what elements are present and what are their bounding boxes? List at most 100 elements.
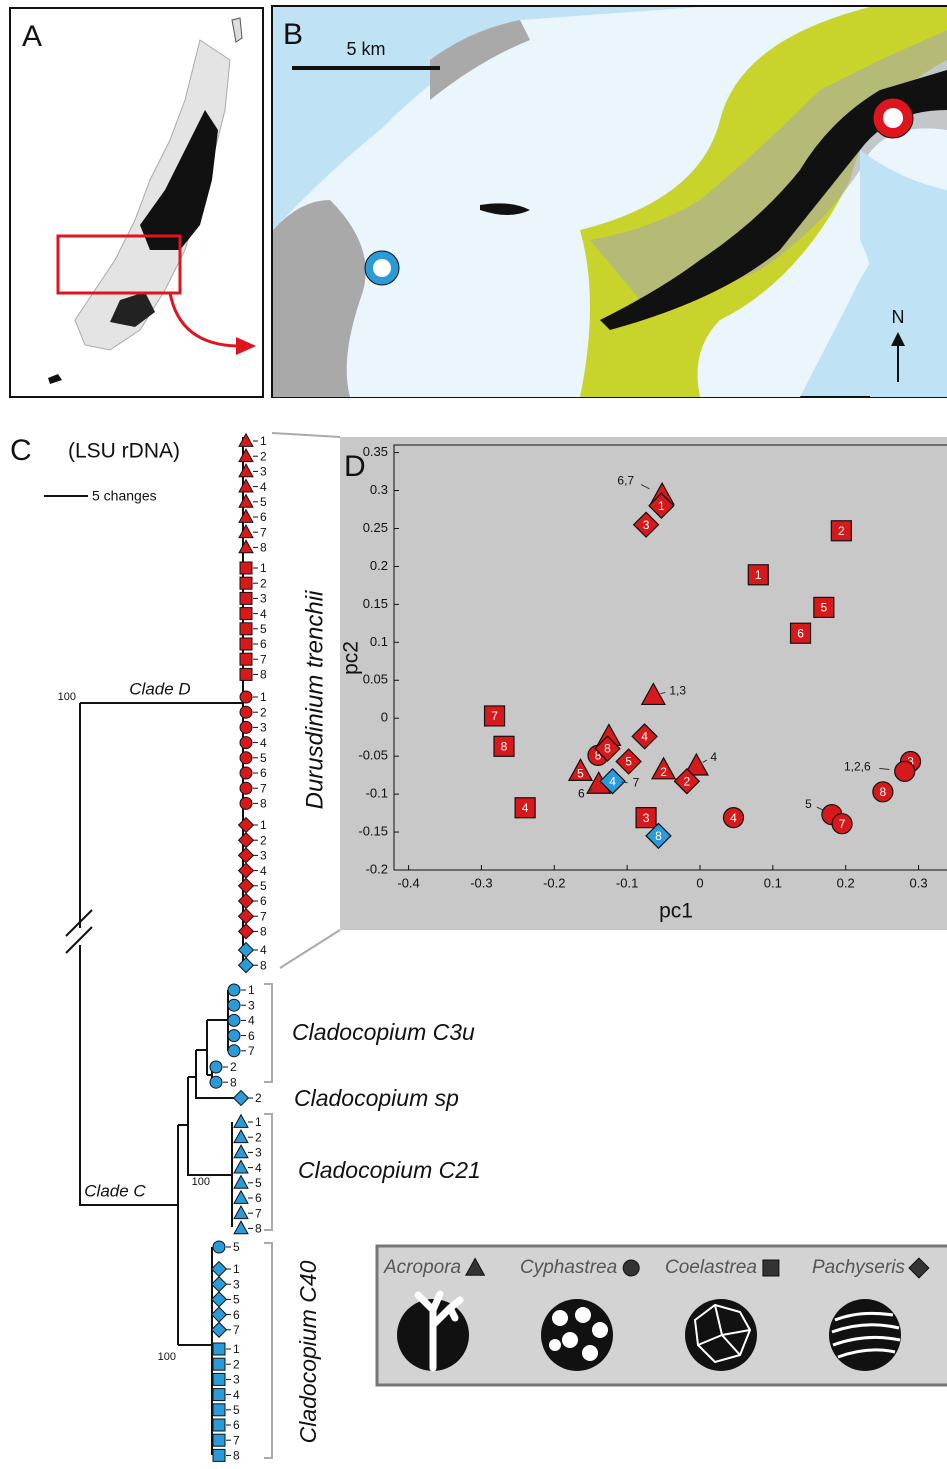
tree-tip [237, 877, 255, 894]
tree-tip [233, 1174, 249, 1189]
tree-tip [238, 539, 254, 554]
x-tick-label: 0.1 [764, 875, 782, 890]
tip-label: 7 [233, 1323, 240, 1337]
tree-tip [237, 941, 255, 959]
tip-label: 5 [233, 1240, 240, 1254]
tree-tip [239, 576, 253, 590]
tree-tip [233, 1128, 249, 1144]
data-point [514, 797, 536, 819]
brackets [264, 432, 341, 1459]
data-point [648, 492, 675, 519]
clade-label: Clade D [129, 679, 190, 698]
tree-tip [239, 781, 253, 795]
point-label: 1 [755, 568, 762, 582]
point-label: 2 [838, 524, 845, 538]
tip-label: 3 [233, 1373, 240, 1387]
tree-tip [233, 1159, 249, 1174]
tree-tip [238, 447, 254, 463]
point-note: 1,2,6 [844, 760, 871, 774]
legend-label: Pachyseris [812, 1257, 905, 1278]
tip-label: 7 [233, 1433, 240, 1447]
tip-label: 8 [255, 1222, 262, 1236]
tree-tip [238, 508, 254, 523]
tip-label: 4 [255, 1161, 262, 1175]
point-note: 6,7 [617, 473, 634, 487]
tip-label: 5 [260, 495, 267, 509]
data-point [650, 756, 677, 780]
tip-label: 3 [260, 721, 267, 735]
point-label: 4 [609, 774, 616, 788]
point-label: 4 [730, 811, 737, 825]
legend-marker [464, 1257, 486, 1276]
tip-label: 2 [255, 1091, 262, 1105]
tip-label: 6 [255, 1191, 262, 1205]
tree-tip [237, 957, 255, 974]
point-label: 1 [658, 499, 665, 513]
tip-label: 2 [260, 705, 267, 719]
y-axis-label: pc2 [340, 641, 363, 675]
point-label: 8 [501, 739, 508, 753]
data-point [894, 760, 916, 782]
x-tick-label: -0.3 [470, 875, 492, 890]
tree-tip [239, 607, 253, 621]
tip-label: 6 [233, 1308, 240, 1322]
note-leader [816, 806, 824, 811]
point-label: 4 [522, 801, 529, 815]
y-tick-label: -0.2 [366, 861, 388, 876]
tree-tip [212, 1388, 226, 1402]
tree-tip [233, 1204, 249, 1220]
y-tick-label: 0.15 [363, 596, 388, 611]
tip-label: 5 [233, 1403, 240, 1417]
panel-label: D [344, 450, 366, 483]
note-leader [660, 691, 666, 695]
bootstrap: 100 [192, 1176, 210, 1188]
tree-tip [227, 983, 241, 997]
tree-tip [239, 705, 253, 719]
tree-tip [233, 1113, 249, 1128]
data-point [673, 767, 701, 795]
data-point [567, 758, 594, 781]
tip-label: 6 [260, 510, 267, 524]
tree-tip [238, 432, 254, 447]
tip-label: 2 [230, 1060, 237, 1074]
y-tick-label: 0.25 [363, 520, 388, 535]
taxon-label: Cladocopium C21 [298, 1157, 481, 1183]
x-tick-label: -0.1 [616, 875, 638, 890]
point-label: 7 [491, 709, 498, 723]
tree-tip [239, 637, 253, 651]
note-leader [702, 759, 708, 763]
point-label: 8 [655, 829, 662, 843]
tip-label: 5 [260, 751, 267, 765]
tip-label: 5 [255, 1176, 262, 1190]
y-tick-label: 0.1 [370, 634, 388, 649]
tree-tip [239, 690, 253, 704]
tip-label: 1 [255, 1115, 262, 1129]
point-note: 6 [578, 786, 585, 800]
marker-label: (LSU rDNA) [68, 440, 180, 463]
data-point [872, 781, 894, 803]
point-note: 5 [805, 797, 812, 811]
tip-label: 4 [260, 943, 267, 957]
y-tick-label: 0.05 [363, 672, 388, 687]
tip-label: 1 [260, 818, 267, 832]
legend-marker [908, 1257, 930, 1279]
clade-label: Clade C [84, 1181, 146, 1200]
tree-tip [237, 908, 255, 925]
tip-label: 7 [260, 909, 267, 923]
tree-tip [238, 478, 254, 493]
tip-label: 7 [255, 1206, 262, 1220]
bootstrap: 100 [58, 691, 76, 703]
data-point [631, 723, 658, 750]
tip-label: 4 [260, 480, 267, 494]
data-point [830, 520, 852, 542]
tree-tip [239, 766, 253, 780]
point-note: 7 [633, 775, 640, 789]
scale-label: 5 changes [92, 488, 157, 504]
tree-tip [210, 1306, 228, 1323]
point-label: 5 [625, 755, 632, 769]
point-label: 7 [839, 817, 846, 831]
tree-tip [233, 1144, 249, 1159]
tip-label: 8 [233, 1449, 240, 1463]
tree-tip [239, 667, 253, 681]
